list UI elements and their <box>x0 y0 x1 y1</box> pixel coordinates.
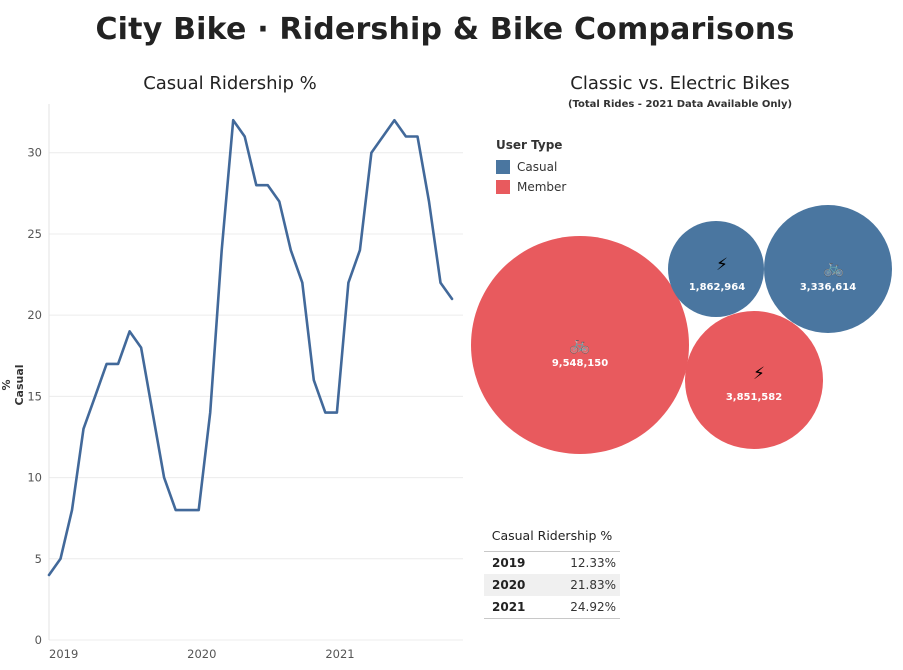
table-cell-value: 21.83% <box>570 578 616 592</box>
legend-title: User Type <box>496 138 563 152</box>
lightning-icon: ⚡ <box>716 255 728 275</box>
data-point <box>254 183 258 187</box>
bubble-circle <box>764 205 892 333</box>
table-row: 2019 12.33% <box>484 552 620 574</box>
user-type-legend: User Type Casual Member <box>496 138 566 197</box>
data-point <box>162 476 166 480</box>
data-point <box>231 118 235 122</box>
line-chart-title: Casual Ridership % <box>143 73 317 94</box>
legend-item-member[interactable]: Member <box>496 177 566 197</box>
bubble-circle <box>471 236 689 454</box>
classic-vs-electric-bubble-chart: 🚲 9,548,150 ⚡ 1,862,964 🚲 3,336,614 ⚡ 3,… <box>471 205 892 454</box>
legend-label-member: Member <box>517 180 567 194</box>
table-cell-value: 24.92% <box>570 600 616 614</box>
table-cell-year: 2020 <box>492 578 526 592</box>
x-tick-label: 2021 <box>325 647 354 661</box>
bubble-value-label: 1,862,964 <box>689 282 745 293</box>
bubble-chart-title: Classic vs. Electric Bikes <box>570 73 790 94</box>
y-tick-label: 0 <box>35 633 42 647</box>
y-tick-label: 30 <box>27 146 42 160</box>
bubble-member-electric[interactable]: ⚡ 3,851,582 <box>685 311 823 449</box>
data-point <box>208 411 212 415</box>
bubble-chart-subtitle: (Total Rides - 2021 Data Available Only) <box>567 99 793 110</box>
bubble-value-label: 3,336,614 <box>800 282 856 293</box>
table-row: 2021 24.92% <box>484 596 620 618</box>
data-point <box>116 362 120 366</box>
data-point <box>105 362 109 366</box>
casual-ridership-table: Casual Ridership % 2019 12.33% 2020 21.8… <box>484 528 620 619</box>
table-row: 2020 21.83% <box>484 574 620 596</box>
data-point <box>335 411 339 415</box>
data-point <box>323 411 327 415</box>
data-point <box>346 281 350 285</box>
bicycle-icon: 🚲 <box>569 335 590 355</box>
data-point <box>427 199 431 203</box>
data-point <box>369 151 373 155</box>
data-point <box>358 248 362 252</box>
series-line-casual-pct <box>47 118 454 577</box>
data-point <box>59 557 63 561</box>
y-tick-label: 15 <box>27 389 42 403</box>
casual-ridership-line-chart: 0 5 10 15 20 25 30 2019 2020 2021 <box>27 104 463 661</box>
data-point <box>438 281 442 285</box>
x-tick-label: 2019 <box>49 647 78 661</box>
bubble-value-label: 9,548,150 <box>552 358 608 369</box>
table-cell-value: 12.33% <box>570 556 616 570</box>
y-tick-label: 5 <box>35 552 42 566</box>
data-point <box>128 329 132 333</box>
bubble-value-label: 3,851,582 <box>726 392 782 403</box>
data-point <box>300 281 304 285</box>
data-point <box>243 134 247 138</box>
data-point <box>289 248 293 252</box>
lightning-icon: ⚡ <box>753 364 765 384</box>
legend-swatch-casual <box>496 160 510 174</box>
table-cell-year: 2021 <box>492 600 526 614</box>
data-point <box>277 199 281 203</box>
x-tick-label: 2020 <box>187 647 216 661</box>
bubble-circle <box>685 311 823 449</box>
data-point <box>392 118 396 122</box>
legend-swatch-member <box>496 180 510 194</box>
bubble-casual-electric[interactable]: ⚡ 1,862,964 <box>668 221 764 317</box>
bubble-casual-classic[interactable]: 🚲 3,336,614 <box>764 205 892 333</box>
y-tick-label: 20 <box>27 308 42 322</box>
data-point <box>381 134 385 138</box>
legend-item-casual[interactable]: Casual <box>496 157 566 177</box>
data-point <box>415 134 419 138</box>
page-title: City Bike · Ridership & Bike Comparisons <box>95 12 795 47</box>
table-bottom-rule <box>484 618 620 619</box>
data-point <box>404 134 408 138</box>
data-point <box>47 573 51 577</box>
y-tick-label: 10 <box>27 471 42 485</box>
table-cell-year: 2019 <box>492 556 526 570</box>
bicycle-icon: 🚲 <box>823 258 844 278</box>
data-point <box>220 248 224 252</box>
data-point <box>82 427 86 431</box>
data-point <box>185 508 189 512</box>
data-point <box>70 508 74 512</box>
data-point <box>93 394 97 398</box>
bubble-member-classic[interactable]: 🚲 9,548,150 <box>471 236 689 454</box>
y-tick-label: 25 <box>27 227 42 241</box>
data-point <box>450 297 454 301</box>
data-point <box>151 411 155 415</box>
bubble-circle <box>668 221 764 317</box>
data-point <box>312 378 316 382</box>
data-point <box>266 183 270 187</box>
data-point <box>174 508 178 512</box>
legend-label-casual: Casual <box>517 160 558 174</box>
data-point <box>197 508 201 512</box>
table-title: Casual Ridership % <box>484 528 620 552</box>
data-point <box>139 346 143 350</box>
